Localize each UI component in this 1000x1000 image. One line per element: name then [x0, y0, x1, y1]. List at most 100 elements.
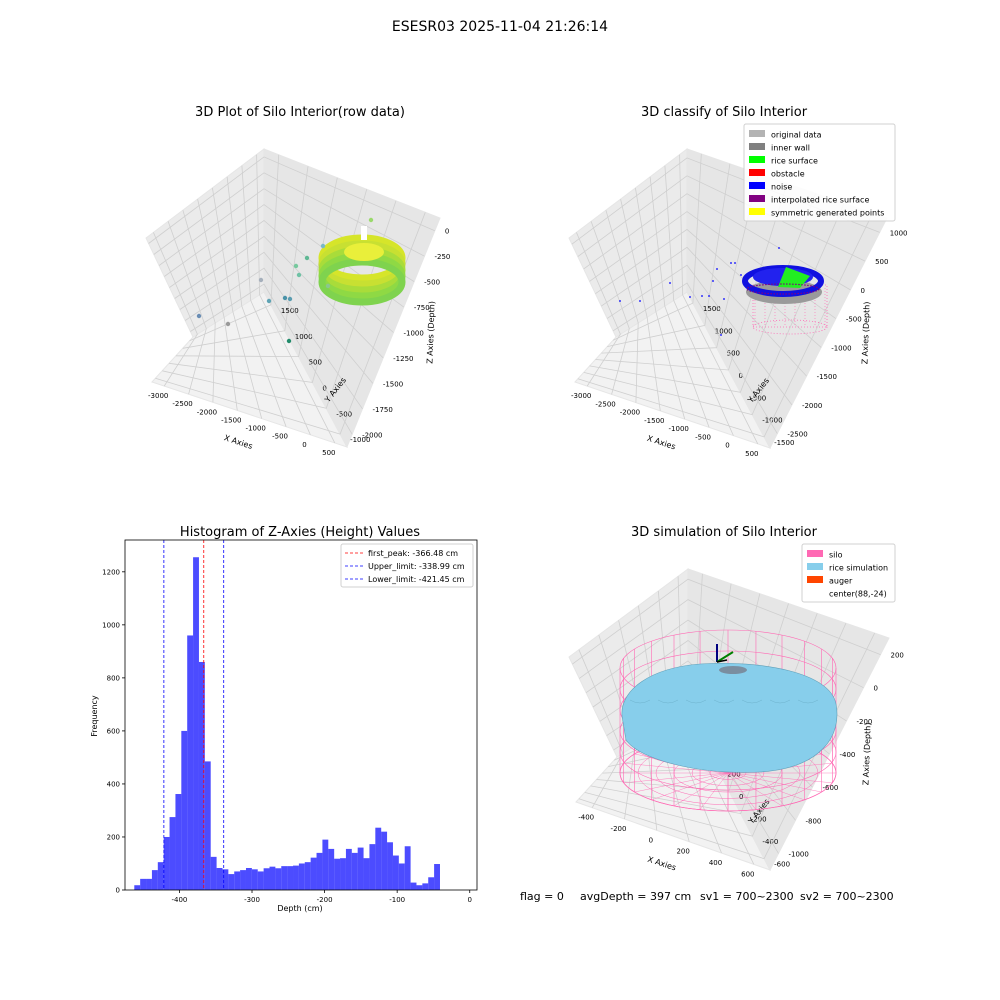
hist-bar — [257, 871, 264, 890]
y-tick-label: -400 — [762, 838, 778, 846]
interpolated-surface-ring — [746, 283, 820, 295]
y-tick-label: 1500 — [281, 307, 299, 315]
noise-point — [740, 274, 742, 276]
z-tick-label: -1000 — [404, 330, 424, 338]
z-gridline — [184, 267, 363, 410]
hist-bar — [316, 852, 323, 890]
y-gridline — [589, 193, 816, 393]
x-gridline — [605, 210, 639, 403]
raw-point — [282, 295, 288, 301]
z-tick-label: -800 — [806, 817, 822, 825]
y-tick-label: 0 — [739, 372, 743, 380]
y-gridline — [607, 163, 731, 347]
hist-bar — [298, 863, 305, 890]
hist-bar — [245, 867, 252, 890]
legend-swatch — [749, 169, 765, 176]
z-tick-label: 1000 — [890, 229, 908, 237]
legend-label: symmetric generated points — [771, 209, 884, 218]
hist-bar — [404, 846, 411, 890]
noise-point — [723, 298, 725, 300]
y-tick-label: 0 — [322, 384, 326, 392]
z-tick-label: -2500 — [787, 431, 807, 439]
x-tick-label: 0 — [649, 836, 653, 844]
noise-point — [701, 295, 703, 297]
x-tick-label: 0 — [468, 896, 472, 904]
x-gridline — [197, 199, 238, 411]
noise-point — [708, 295, 710, 297]
x-tick-label: -100 — [389, 896, 405, 904]
x-gridline — [226, 176, 287, 427]
y-tick-label: -500 — [336, 410, 352, 418]
y-gridline — [601, 173, 759, 354]
noise-point — [712, 280, 714, 282]
hist-bar — [234, 871, 241, 890]
raw-point — [368, 217, 374, 223]
x-tick-label: -2000 — [197, 408, 217, 416]
legend-swatch — [749, 182, 765, 189]
rice-mesh-line — [657, 699, 679, 704]
y-tick-label: 500 — [309, 359, 322, 367]
silo-spoke — [727, 772, 783, 807]
hist-bar — [204, 761, 211, 890]
rice-surface-patch — [778, 267, 810, 288]
noise-point — [619, 300, 621, 302]
hist-bar — [416, 885, 423, 890]
classify-panel-title: 3D classify of Silo Interior — [641, 105, 808, 120]
x-gridline — [664, 165, 734, 436]
rice-simulation-surface — [621, 663, 838, 773]
noise-point — [730, 262, 732, 264]
y-gridline — [578, 632, 875, 860]
x-tick-label: -1000 — [669, 425, 689, 433]
y-tick-label: -1000 — [350, 436, 370, 444]
silo-spoke — [651, 772, 729, 801]
x-tick-label: 500 — [745, 450, 758, 458]
raw-point — [304, 255, 310, 261]
z-axis-label: Z Axies (Depth) — [861, 722, 872, 785]
legend-label: obstacle — [771, 170, 805, 179]
z-gridline — [148, 156, 435, 244]
rice-mesh-line — [797, 699, 819, 704]
noise-point — [689, 296, 691, 298]
hist-bar — [422, 883, 429, 890]
simulation-3d-plot: -400-2000200400600-600-400-2000200400600… — [568, 543, 904, 878]
silo-spoke — [727, 772, 805, 801]
z-gridline — [153, 172, 425, 257]
y-tick-label: 200 — [107, 833, 120, 841]
y-tick-label: -600 — [774, 861, 790, 869]
legend-label: interpolated rice surface — [771, 196, 869, 205]
status-sv2: sv2 = 700~2300 — [800, 890, 894, 903]
x-tick-label: -500 — [272, 433, 288, 441]
x-tick-label: -2500 — [595, 400, 615, 408]
x-tick-label: 600 — [741, 870, 754, 878]
raw-point — [293, 263, 299, 269]
hist-bar — [287, 866, 294, 890]
hist-bar — [169, 817, 176, 890]
hist-bar — [381, 831, 388, 890]
hist-bar — [351, 852, 358, 890]
rice-ring-core — [344, 243, 384, 261]
legend-swatch — [749, 143, 765, 150]
silo-spoke — [623, 772, 729, 784]
hist-bar — [328, 848, 335, 890]
hist-frame — [124, 539, 478, 891]
z-gridline — [179, 251, 374, 384]
raw-point — [258, 277, 264, 283]
noise-point — [720, 334, 722, 336]
status-line: flag = 0 avgDepth = 397 cm sv1 = 700~230… — [520, 890, 894, 903]
legend-label: auger — [829, 577, 853, 586]
legend-label: Lower_limit: -421.45 cm — [368, 575, 465, 584]
classify-3d-plot: -3000 -2500 -2000 -1500 -1000 -500 0 500 -1500 -1… — [568, 123, 908, 458]
x-gridline — [167, 221, 207, 395]
raw-panel-title: 3D Plot of Silo Interior(row data) — [195, 105, 405, 120]
x-gridline — [620, 199, 661, 411]
y-tick-label: 1200 — [102, 568, 120, 576]
z-gridline — [577, 175, 866, 262]
hist-bar — [304, 862, 311, 890]
noise-point — [778, 247, 780, 249]
y-tick-label: 0 — [739, 793, 743, 801]
y-tick-label: 800 — [107, 674, 120, 682]
auger-pit — [719, 666, 747, 674]
z-tick-label: -250 — [435, 253, 451, 261]
z-tick-label: 500 — [875, 258, 888, 266]
z-tick-label: 200 — [891, 652, 904, 660]
